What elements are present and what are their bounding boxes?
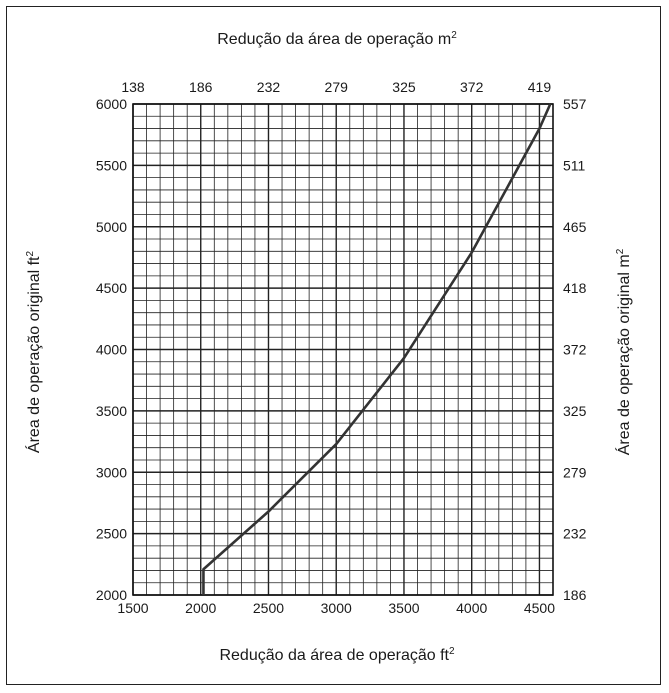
y-right-tick-label: 511 [563, 157, 586, 173]
y-left-tick-label: 5500 [96, 157, 127, 173]
axes [132, 103, 554, 596]
x-bottom-tick-label: 4000 [456, 600, 487, 616]
x-bottom-tick-label: 4500 [524, 600, 555, 616]
y-left-tick-label: 4000 [96, 342, 127, 358]
x-top-tick-label: 419 [528, 79, 552, 95]
y-left-tick-label: 2500 [96, 526, 127, 542]
chart-frame: 1500 2000 2500 3000 3500 4000 4500 2000 2500 3000… [6, 6, 661, 685]
y-right-tick-label: 279 [563, 464, 587, 480]
y-left-tick-label: 3500 [96, 403, 127, 419]
x-bottom-tick-label: 3500 [388, 600, 419, 616]
x-top-tick-label: 138 [121, 79, 145, 95]
top-axis-title: Redução da área de operação m2 [217, 30, 457, 48]
grid [132, 103, 554, 596]
y-right-tick-label: 557 [563, 96, 587, 112]
series [202, 103, 552, 595]
y-left-tick-label: 3000 [96, 464, 127, 480]
y-right-tick-label: 186 [563, 587, 587, 603]
x-bottom-tick-label: 2000 [185, 600, 216, 616]
x-bottom-tick-label: 2500 [253, 600, 284, 616]
y-left-tick-label: 2000 [96, 587, 127, 603]
chart: 1500 2000 2500 3000 3500 4000 4500200025003000… [24, 30, 633, 664]
y-right-tick-label: 418 [563, 280, 587, 296]
bottom-axis-title: Redução da área de operação ft2 [219, 646, 455, 664]
x-bottom-tick-label: 3000 [321, 600, 352, 616]
y-left-tick-label: 5000 [96, 219, 127, 235]
plot-border [132, 103, 554, 596]
y-left-tick-label: 4500 [96, 280, 127, 296]
y-right-tick-label: 325 [563, 403, 587, 419]
x-top-tick-label: 186 [189, 79, 213, 95]
x-top-tick-label: 279 [325, 79, 349, 95]
x-bottom-tick-label: 1500 [117, 600, 148, 616]
y-right-tick-label: 232 [563, 526, 587, 542]
tick-labels: 1500 2000 2500 3000 3500 4000 4500200025003000… [96, 79, 587, 616]
left-axis-title: Área de operação original ft2 [24, 250, 43, 453]
x-top-tick-label: 372 [460, 79, 484, 95]
y-right-tick-label: 372 [563, 342, 587, 358]
series-line [202, 103, 552, 595]
right-axis-title: Área de operação original m2 [614, 248, 633, 455]
y-left-tick-label: 6000 [96, 96, 127, 112]
x-top-tick-label: 325 [392, 79, 416, 95]
x-top-tick-label: 232 [257, 79, 281, 95]
y-right-tick-label: 465 [563, 219, 587, 235]
